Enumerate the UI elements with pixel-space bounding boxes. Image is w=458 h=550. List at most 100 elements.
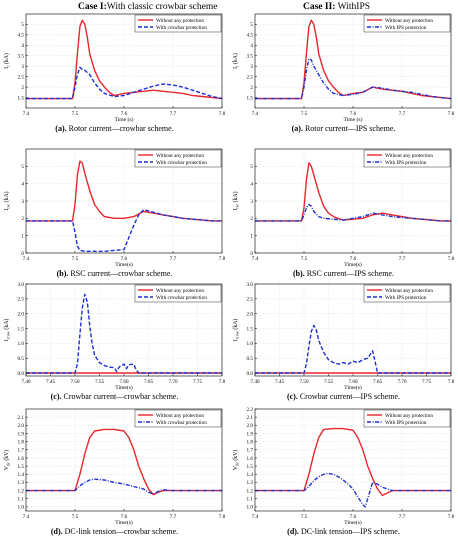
legend-label: Without any protection xyxy=(156,413,204,419)
chart-caption: (c). Crowbar current—IPS scheme. xyxy=(229,392,458,401)
legend-label: With IPS protection xyxy=(385,295,427,301)
x-tick-label: 7.7 xyxy=(399,111,406,117)
y-tick-label: 1.5 xyxy=(18,326,25,332)
chart-svg: 7.4 7.5 7.6 7.7 7.8 1.5 2 2.5 3 3.5 4 4.5 5 Time (s) I… xyxy=(3,13,226,123)
x-tick-label: 7.4 xyxy=(252,514,259,520)
caption-id: (c). xyxy=(50,392,62,401)
x-tick-label: 7.5 xyxy=(301,514,308,520)
x-axis-label: Time (s) xyxy=(115,116,134,123)
y-tick-label: 1 xyxy=(250,233,253,239)
y-tick-label: 0.5 xyxy=(18,356,25,362)
x-tick-label: 7.8 xyxy=(219,379,226,385)
x-tick-label: 7.8 xyxy=(448,379,455,385)
y-tick-label: 3.0 xyxy=(247,282,254,288)
column-header-right: Case II: WithIPS xyxy=(303,2,370,12)
legend-label: Without any protection xyxy=(385,153,433,159)
x-axis-label: Time(s) xyxy=(344,384,362,391)
y-tick-label: 3.5 xyxy=(18,54,25,60)
series-line-with-protection xyxy=(26,66,223,100)
x-tick-label: 7.45 xyxy=(275,379,284,385)
y-tick-label: 1.5 xyxy=(18,464,25,470)
y-axis-label: Ir (kA) xyxy=(3,53,11,69)
y-tick-label: 1.4 xyxy=(18,472,25,478)
chart-panel-1: 7.4 7.5 7.6 7.7 7.8 1.5 2 2.5 3 3.5 4 4.5 5 Time (s) I… xyxy=(0,10,229,146)
x-tick-label: 7.7 xyxy=(399,256,406,262)
x-tick-label: 7.4 xyxy=(23,256,30,262)
series-line-without-protection xyxy=(255,427,451,497)
x-tick-label: 7.8 xyxy=(448,111,455,117)
chart-caption: (c). Crowbar current—crowbar scheme. xyxy=(0,392,229,401)
y-tick-label: 3 xyxy=(21,64,24,70)
y-tick-label: 2.0 xyxy=(247,311,254,317)
legend-label: Without any protection xyxy=(156,18,204,24)
series-line-with-protection xyxy=(255,58,452,100)
x-tick-label: 7.8 xyxy=(448,514,455,520)
series-line-without-protection xyxy=(26,428,222,496)
legend-label: With IPS protection xyxy=(385,160,427,166)
y-tick-label: 1.4 xyxy=(247,472,254,478)
y-tick-label: 5 xyxy=(250,22,253,28)
y-axis-label: Vdc (kV) xyxy=(232,450,240,471)
series-line-without-protection xyxy=(26,19,223,100)
legend-box xyxy=(363,284,451,303)
y-tick-label: 3 xyxy=(250,64,253,70)
legend-label: With crowbar protection xyxy=(156,295,207,301)
x-tick-label: 7.65 xyxy=(144,379,153,385)
y-tick-label: 4.5 xyxy=(247,33,254,39)
x-tick-label: 7.6 xyxy=(121,256,128,262)
legend-label: With crowbar protection xyxy=(156,420,207,426)
x-tick-label: 7.6 xyxy=(350,111,357,117)
x-tick-label: 7.6 xyxy=(121,111,128,117)
y-tick-label: 1.5 xyxy=(247,95,254,101)
y-tick-label: 1.5 xyxy=(18,95,25,101)
legend-label: With IPS protection xyxy=(385,420,427,426)
legend-box xyxy=(134,149,222,168)
y-tick-label: 1.0 xyxy=(247,505,254,511)
x-tick-label: 7.8 xyxy=(219,111,226,117)
y-tick-label: 1.5 xyxy=(247,326,254,332)
y-tick-label: 1.1 xyxy=(247,497,254,503)
caption-id: (d). xyxy=(50,527,63,536)
chart-panel-8: 7.4 7.5 7.6 7.7 7.8 1.0 1.1 1.2 1.3 1.4 1.5 1.6 1.7 1… xyxy=(229,405,458,549)
y-tick-label: 2 xyxy=(21,216,24,222)
y-axis-label: Irsc (kA) xyxy=(232,191,240,210)
caption-text: DC-link tension—crowbar scheme. xyxy=(62,527,179,536)
chart-panel-2: 7.4 7.5 7.6 7.7 7.8 1.5 2 2.5 3 3.5 4 4.5 5 Time (s) I… xyxy=(229,10,458,146)
y-axis-label: Vdc (kV) xyxy=(3,450,11,471)
legend-box xyxy=(363,149,451,168)
legend-box xyxy=(363,14,451,33)
y-tick-label: 0 xyxy=(250,251,253,257)
x-tick-label: 7.6 xyxy=(350,256,357,262)
x-tick-label: 7.40 xyxy=(21,379,30,385)
y-tick-label: 3 xyxy=(21,199,24,205)
caption-text: DC-link tension—IPS scheme. xyxy=(298,527,400,536)
caption-text: Rotor current—IPS scheme. xyxy=(302,124,396,133)
x-tick-label: 7.8 xyxy=(219,256,226,262)
y-tick-label: 4 xyxy=(21,181,24,187)
x-tick-label: 7.7 xyxy=(170,514,177,520)
y-tick-label: 2.0 xyxy=(247,423,254,429)
y-tick-label: 0.0 xyxy=(18,371,25,377)
series-line-with-protection xyxy=(26,293,222,374)
y-tick-label: 1.2 xyxy=(18,488,25,494)
legend-label: Without any protection xyxy=(156,153,204,159)
legend-box xyxy=(363,409,451,428)
legend-label: Without any protection xyxy=(385,413,433,419)
x-tick-label: 7.4 xyxy=(23,514,30,520)
x-tick-label: 7.60 xyxy=(348,379,357,385)
x-tick-label: 7.5 xyxy=(72,111,79,117)
x-tick-label: 7.5 xyxy=(301,256,308,262)
series-line-with-protection xyxy=(255,472,451,508)
legend-label: Without any protection xyxy=(385,18,433,24)
y-tick-label: 5 xyxy=(21,22,24,28)
caption-id: (a). xyxy=(291,124,303,133)
y-tick-label: 2.0 xyxy=(18,423,25,429)
chart-caption: (d). DC-link tension—crowbar scheme. xyxy=(0,527,229,536)
chart-caption: (b). RSC current—IPS scheme. xyxy=(229,269,458,278)
x-tick-label: 7.7 xyxy=(170,111,177,117)
column-header-left: Case I:With classic crowbar scheme xyxy=(78,2,217,12)
chart-svg: 7.40 7.45 7.50 7.55 7.60 7.65 7.70 7.75 7.8 0.0 0.… xyxy=(232,282,455,391)
y-tick-label: 1.1 xyxy=(18,497,25,503)
x-tick-label: 7.5 xyxy=(72,256,79,262)
caption-id: (c). xyxy=(286,392,298,401)
